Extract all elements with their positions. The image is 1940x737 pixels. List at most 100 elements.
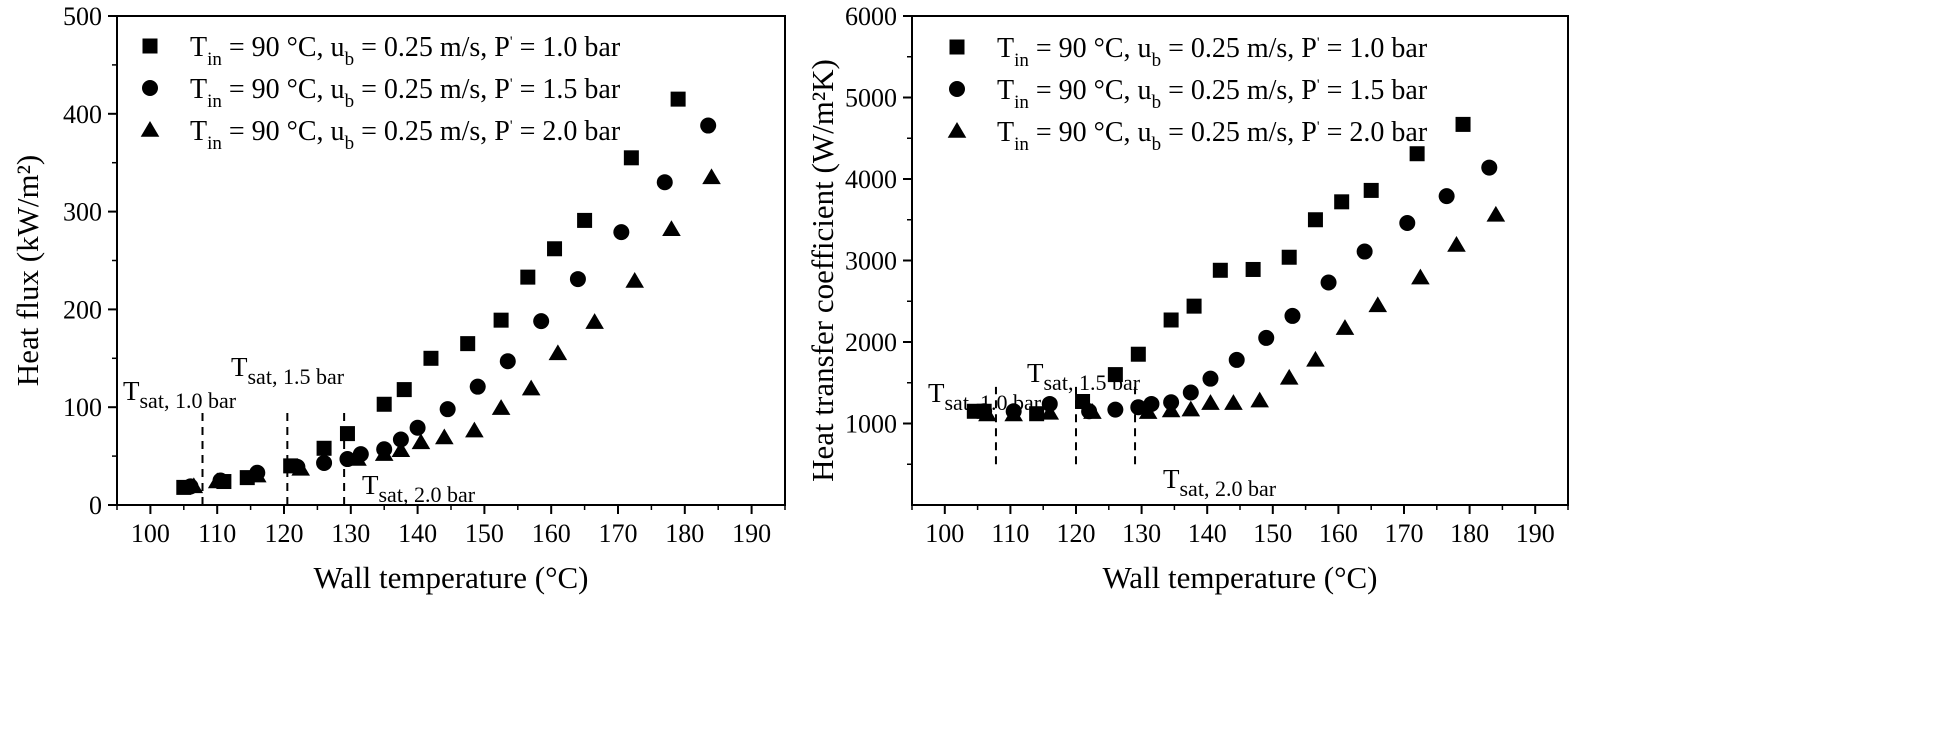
y-tick-label: 3000: [845, 247, 897, 276]
series-square: [176, 91, 686, 495]
legend-square-marker: [949, 39, 965, 55]
legend-triangle-marker: [140, 121, 160, 137]
x-tick-label: 160: [1319, 519, 1358, 548]
y-tick-label: 200: [63, 295, 102, 324]
x-tick-label: 120: [265, 519, 304, 548]
saturation-label: Tsat, 2.0 bar: [1163, 464, 1277, 501]
square-marker: [577, 212, 593, 228]
square-marker: [339, 426, 355, 442]
x-tick-label: 140: [1188, 519, 1227, 548]
x-tick-label: 100: [131, 519, 170, 548]
square-marker: [396, 382, 412, 398]
triangle-marker: [1201, 394, 1220, 410]
x-tick-label: 130: [1122, 519, 1161, 548]
square-marker: [1186, 298, 1202, 314]
y-tick-label: 300: [63, 198, 102, 227]
saturation-label: Tsat, 1.5 bar: [1027, 358, 1141, 395]
triangle-marker: [1004, 405, 1023, 422]
triangle-marker: [391, 441, 411, 457]
triangle-marker: [291, 459, 310, 476]
circle-marker: [1202, 370, 1219, 387]
square-marker: [670, 91, 686, 107]
circle-marker: [499, 353, 516, 370]
square-marker: [1334, 194, 1350, 210]
triangle-marker: [1447, 236, 1466, 252]
series-triangle: [184, 168, 721, 494]
legend-circle-marker: [949, 81, 965, 97]
square-marker: [520, 269, 536, 285]
triangle-marker: [1181, 400, 1201, 417]
triangle-marker: [374, 445, 394, 461]
triangle-marker: [465, 421, 484, 438]
triangle-marker: [247, 466, 267, 483]
x-tick-label: 120: [1057, 519, 1096, 548]
y-tick-label: 500: [63, 2, 102, 31]
circle-marker: [700, 117, 717, 134]
triangle-marker: [585, 313, 604, 329]
triangle-marker: [1279, 368, 1299, 385]
saturation-label: Tsat, 1.5 bar: [231, 352, 345, 389]
square-marker: [1455, 116, 1471, 132]
legend-label: Tin = 90 °C, ub = 0.25 m/s, P' = 1.0 bar: [997, 33, 1428, 71]
circle-marker: [1107, 401, 1124, 418]
circle-marker: [533, 313, 550, 330]
y-tick-label: 6000: [845, 2, 897, 31]
triangle-marker: [435, 428, 454, 445]
triangle-marker: [1138, 403, 1158, 419]
triangle-marker: [548, 344, 568, 361]
square-marker: [1130, 346, 1146, 362]
circle-marker: [316, 454, 333, 471]
circle-marker: [1182, 384, 1199, 401]
circle-marker: [569, 271, 586, 288]
legend-label: Tin = 90 °C, ub = 0.25 m/s, P' = 2.0 bar: [190, 116, 621, 154]
saturation-label: Tsat, 2.0 bar: [362, 470, 476, 507]
triangle-marker: [1368, 296, 1388, 313]
square-marker: [1409, 146, 1425, 162]
triangle-marker: [1411, 268, 1430, 285]
circle-marker: [1481, 159, 1498, 176]
triangle-marker: [207, 472, 227, 489]
square-marker: [1281, 249, 1297, 265]
x-tick-label: 180: [665, 519, 704, 548]
legend-label: Tin = 90 °C, ub = 0.25 m/s, P' = 1.0 bar: [190, 32, 621, 70]
triangle-marker: [1486, 205, 1506, 222]
triangle-marker: [625, 272, 644, 288]
triangle-marker: [1335, 319, 1355, 335]
circle-marker: [1356, 243, 1373, 260]
triangle-marker: [1224, 394, 1243, 410]
triangle-marker: [184, 477, 204, 494]
x-tick-label: 160: [532, 519, 571, 548]
circle-marker: [392, 431, 409, 448]
triangle-marker: [1250, 391, 1269, 408]
circle-marker: [1258, 329, 1275, 346]
legend-triangle-marker: [947, 122, 967, 138]
square-marker: [547, 241, 563, 257]
square-marker: [1363, 182, 1379, 198]
x-tick-label: 150: [465, 519, 504, 548]
circle-marker: [613, 224, 630, 241]
triangle-marker: [1083, 403, 1102, 419]
triangle-marker: [978, 405, 997, 422]
x-tick-label: 190: [732, 519, 771, 548]
saturation-label: Tsat, 1.0 bar: [928, 378, 1042, 415]
x-tick-label: 170: [599, 519, 638, 548]
square-marker: [423, 350, 439, 366]
y-axis: 0 100 200 300 400 500: [63, 2, 117, 520]
legend-square-marker: [142, 38, 158, 54]
square-marker: [460, 336, 476, 352]
triangle-marker: [521, 379, 541, 396]
legend-label: Tin = 90 °C, ub = 0.25 m/s, P' = 1.5 bar: [997, 75, 1428, 113]
x-tick-label: 180: [1450, 519, 1489, 548]
legend: Tin = 90 °C, ub = 0.25 m/s, P' = 1.0 bar…: [140, 32, 621, 154]
circle-marker: [1399, 215, 1416, 232]
x-tick-label: 150: [1253, 519, 1292, 548]
square-marker: [1107, 367, 1123, 383]
square-marker: [1029, 406, 1045, 422]
saturation-label: Tsat, 1.0 bar: [123, 376, 237, 413]
x-tick-label: 110: [991, 519, 1029, 548]
x-tick-label: 140: [398, 519, 437, 548]
legend-circle-marker: [142, 80, 158, 96]
